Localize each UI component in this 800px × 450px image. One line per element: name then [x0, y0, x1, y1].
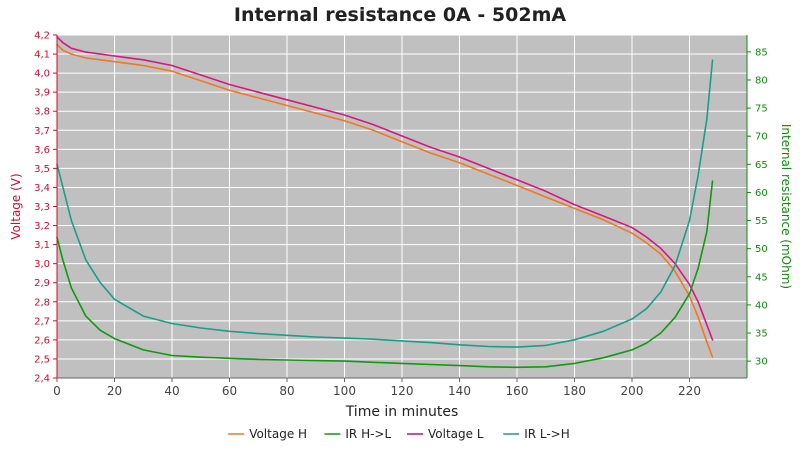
x-tick-label: 200 — [621, 384, 644, 398]
y-right-tick-label: 55 — [755, 216, 768, 227]
y-right-tick-label: 80 — [755, 75, 768, 86]
x-tick-label: 180 — [563, 384, 586, 398]
series-line-ir-l-h — [56, 59, 714, 348]
legend-label: Voltage H — [249, 427, 307, 441]
x-tick-label: 80 — [279, 384, 294, 398]
y-axis-right-label: Internal resistance (mOhm) — [779, 124, 793, 289]
y-left-tick-label: 3,1 — [34, 240, 50, 251]
y-right-tick-label: 35 — [755, 329, 768, 340]
y-left-tick-label: 3,4 — [34, 183, 50, 194]
y-right-tick-label: 45 — [755, 272, 768, 283]
y-left-tick-label: 4,1 — [34, 50, 50, 61]
y-left-tick-label: 3,7 — [34, 126, 50, 137]
y-axis-left-label: Voltage (V) — [9, 173, 23, 239]
series-line-voltage-h — [56, 43, 714, 358]
x-tick-label: 0 — [53, 384, 61, 398]
series-layer — [56, 36, 714, 369]
axes: 0 20 40 60 80 100 120 140 160 180 200 220 2,4 2,5 2,6 2… — [34, 31, 768, 399]
y-right-tick-label: 50 — [755, 244, 768, 255]
y-left-tick-label: 4,2 — [34, 31, 50, 42]
legend-label: IR H->L — [345, 427, 391, 441]
y-left-tick-label: 3,2 — [34, 221, 50, 232]
y-left-tick-label: 3,9 — [34, 88, 50, 99]
x-tick-label: 40 — [164, 384, 179, 398]
legend-label: IR L->H — [524, 427, 570, 441]
y-right-tick-label: 60 — [755, 188, 768, 199]
y-left-tick-label: 3,5 — [34, 164, 50, 175]
y-left-tick-label: 3,3 — [34, 202, 50, 213]
y-left-tick-label: 2,6 — [34, 335, 50, 346]
y-right-tick-label: 85 — [755, 47, 768, 58]
x-tick-label: 20 — [107, 384, 122, 398]
y-right-tick-label: 70 — [755, 132, 768, 143]
y-left-tick-label: 2,5 — [34, 354, 50, 365]
x-axis-label: Time in minutes — [345, 404, 459, 420]
y-left-tick-label: 3,8 — [34, 107, 50, 118]
series-line-voltage-l — [56, 36, 714, 341]
y-right-tick-label: 65 — [755, 160, 768, 171]
grid-lines — [56, 34, 747, 379]
y-left-tick-label: 3,0 — [34, 259, 50, 270]
x-tick-label: 60 — [222, 384, 237, 398]
y-left-tick-label: 2,8 — [34, 297, 50, 308]
x-tick-label: 100 — [333, 384, 356, 398]
chart-title: Internal resistance 0A - 502mA — [234, 4, 566, 26]
y-left-tick-label: 2,4 — [34, 374, 50, 385]
series-line-ir-h-l — [56, 180, 714, 369]
x-tick-label: 160 — [506, 384, 529, 398]
x-tick-label: 220 — [678, 384, 701, 398]
y-left-tick-label: 2,7 — [34, 316, 50, 327]
x-tick-label: 140 — [448, 384, 471, 398]
y-right-tick-label: 30 — [755, 357, 768, 368]
legend: Voltage H IR H->L Voltage L IR L->H — [228, 427, 570, 441]
legend-label: Voltage L — [428, 427, 484, 441]
y-left-tick-label: 2,9 — [34, 278, 50, 289]
y-left-tick-label: 4,0 — [34, 69, 50, 80]
y-right-tick-label: 40 — [755, 300, 768, 311]
y-left-tick-label: 3,6 — [34, 145, 50, 156]
y-right-tick-label: 75 — [755, 104, 768, 115]
x-tick-label: 120 — [391, 384, 414, 398]
